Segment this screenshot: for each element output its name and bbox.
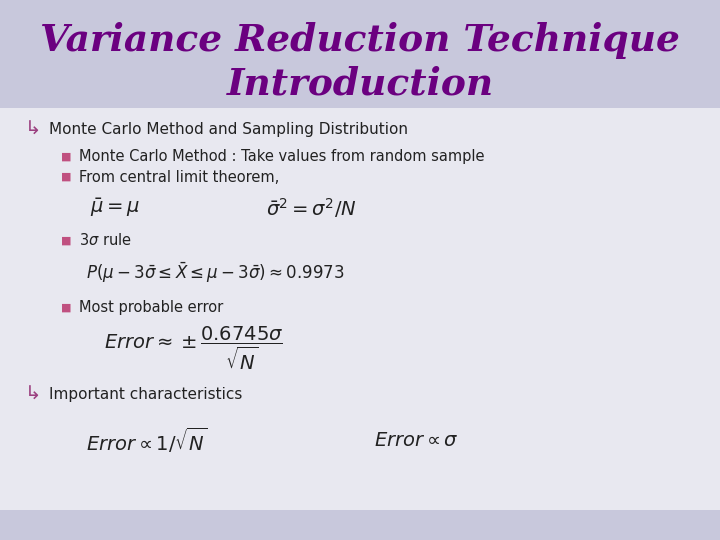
- Text: ↳: ↳: [25, 120, 42, 139]
- Text: Important characteristics: Important characteristics: [49, 387, 243, 402]
- FancyBboxPatch shape: [0, 510, 720, 540]
- Text: $\bar{\sigma}^{2} = \sigma^{2} / N$: $\bar{\sigma}^{2} = \sigma^{2} / N$: [266, 196, 357, 220]
- Text: From central limit theorem,: From central limit theorem,: [79, 170, 279, 185]
- Text: Monte Carlo Method and Sampling Distribution: Monte Carlo Method and Sampling Distribu…: [49, 122, 408, 137]
- Text: ■: ■: [61, 172, 72, 182]
- Text: ↳: ↳: [25, 384, 42, 404]
- Text: Introduction: Introduction: [226, 65, 494, 102]
- Text: $Error \approx \pm \dfrac{0.6745\sigma}{\sqrt{N}}$: $Error \approx \pm \dfrac{0.6745\sigma}{…: [104, 325, 284, 372]
- Text: ■: ■: [61, 303, 72, 313]
- Text: $Error \propto \sigma$: $Error \propto \sigma$: [374, 430, 459, 450]
- Text: $\bar{\mu} = \mu$: $\bar{\mu} = \mu$: [90, 197, 140, 219]
- Text: Monte Carlo Method : Take values from random sample: Monte Carlo Method : Take values from ra…: [79, 149, 485, 164]
- FancyBboxPatch shape: [0, 0, 720, 108]
- Text: $3\sigma$ rule: $3\sigma$ rule: [79, 232, 132, 248]
- Text: $Error \propto 1/\sqrt{N}$: $Error \propto 1/\sqrt{N}$: [86, 426, 208, 455]
- Text: Variance Reduction Technique: Variance Reduction Technique: [40, 22, 680, 59]
- Text: Most probable error: Most probable error: [79, 300, 223, 315]
- Text: $P(\mu - 3\bar{\sigma} \leq \bar{X} \leq \mu - 3\bar{\sigma}) \approx 0.9973$: $P(\mu - 3\bar{\sigma} \leq \bar{X} \leq…: [86, 260, 345, 285]
- Text: ■: ■: [61, 152, 72, 161]
- Text: ■: ■: [61, 235, 72, 245]
